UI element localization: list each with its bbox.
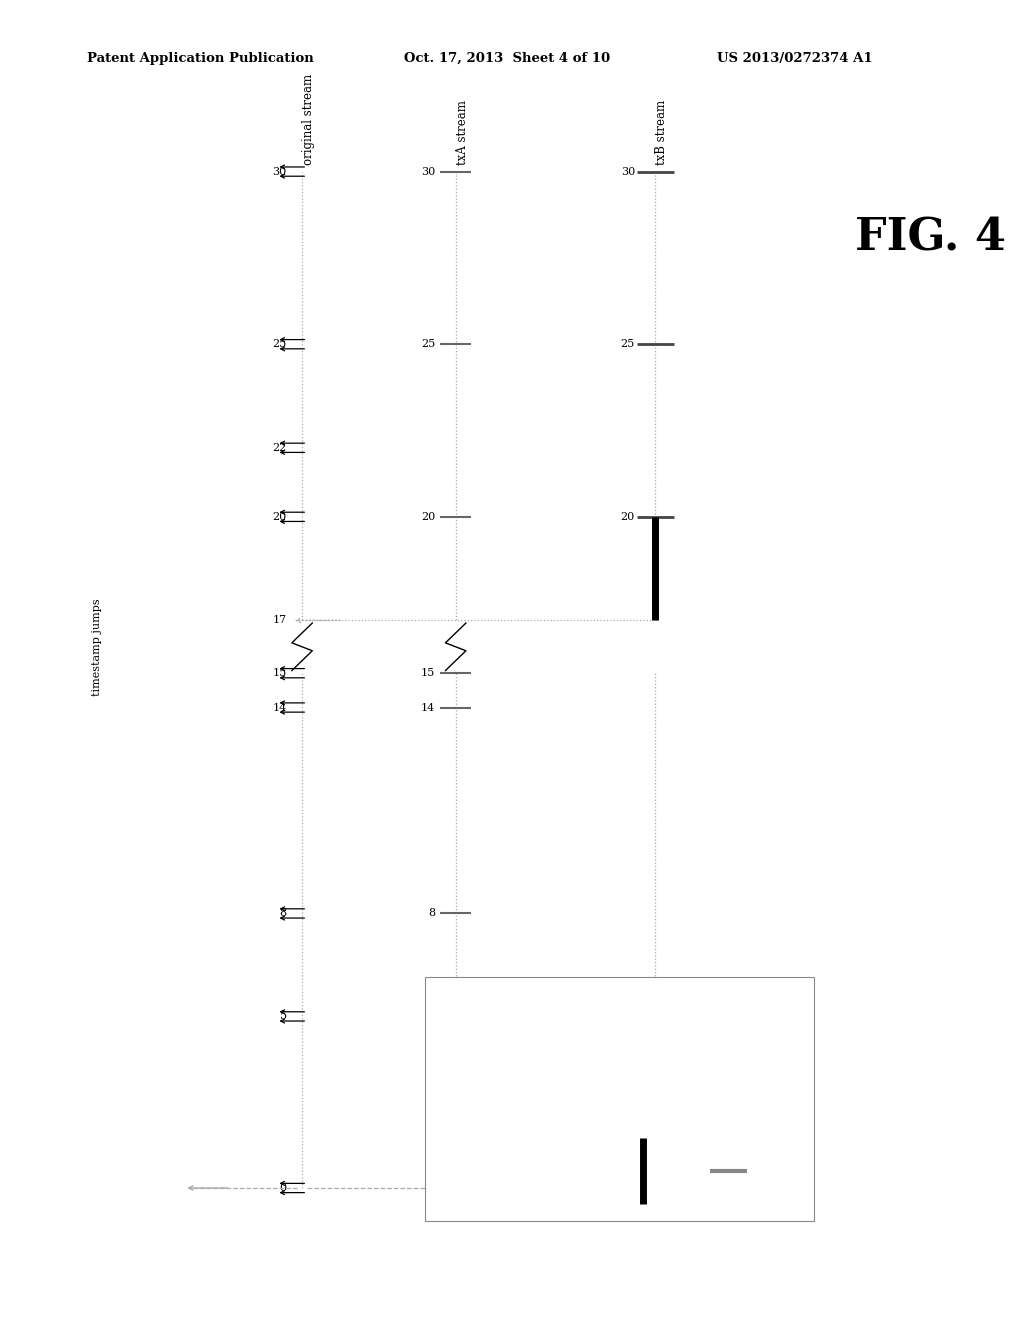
- Text: 22: 22: [272, 442, 287, 453]
- Text: New chunk: New chunk: [728, 1089, 737, 1148]
- Text: 25: 25: [621, 339, 635, 350]
- Text: 30: 30: [272, 166, 287, 177]
- Text: US 2013/0272374 A1: US 2013/0272374 A1: [717, 51, 872, 65]
- Text: 8: 8: [428, 908, 435, 919]
- Text: FIG. 4: FIG. 4: [855, 216, 1006, 259]
- Text: Oct. 17, 2013  Sheet 4 of 10: Oct. 17, 2013 Sheet 4 of 10: [404, 51, 610, 65]
- Text: original stream: original stream: [302, 74, 315, 165]
- Text: 14: 14: [421, 702, 435, 713]
- Text: 30: 30: [421, 166, 435, 177]
- Text: 8: 8: [280, 908, 287, 919]
- Text: timestamp jumps: timestamp jumps: [92, 598, 102, 696]
- Text: 15: 15: [272, 668, 287, 678]
- Text: 5: 5: [280, 1011, 287, 1022]
- Text: 0: 0: [428, 1183, 435, 1193]
- Text: 15: 15: [421, 668, 435, 678]
- Text: txB stream: txB stream: [655, 100, 669, 165]
- Text: Chunkable boundary: Chunkable boundary: [472, 1039, 480, 1148]
- Text: 14: 14: [272, 702, 287, 713]
- Text: 20: 20: [272, 512, 287, 521]
- Text: 0: 0: [280, 1183, 287, 1193]
- Bar: [425, 977, 814, 1221]
- Text: 20: 20: [621, 512, 635, 521]
- Text: 25: 25: [272, 339, 287, 350]
- Text: Patent Application Publication: Patent Application Publication: [87, 51, 313, 65]
- Text: 25: 25: [421, 339, 435, 350]
- Text: 17: 17: [272, 615, 287, 626]
- Text: 20: 20: [421, 512, 435, 521]
- Text: 30: 30: [621, 166, 635, 177]
- Text: Joining time: Joining time: [557, 1085, 566, 1148]
- Text: 5: 5: [428, 1011, 435, 1022]
- Text: txA stream: txA stream: [456, 100, 469, 165]
- Text: Discarded: Discarded: [643, 1096, 652, 1148]
